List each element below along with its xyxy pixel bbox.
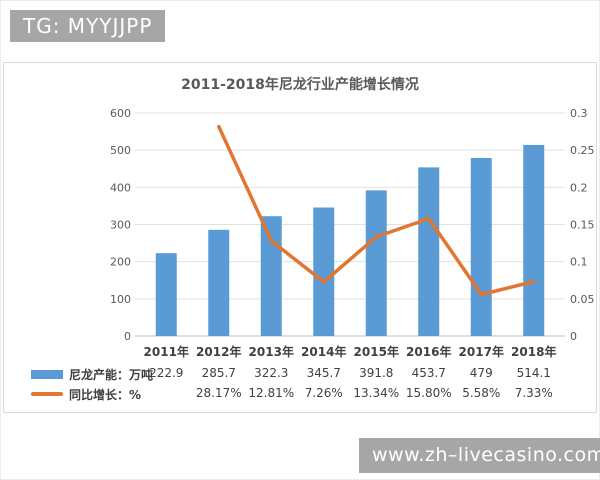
left-axis-tick-label: 300 [110, 219, 131, 232]
right-axis-tick-label: 0.1 [570, 256, 588, 269]
chart-card: 2011-2018年尼龙行业产能增长情况 0 0 100 0.05 200 0.1 300 0… [3, 62, 597, 413]
year-label: 2017年 [459, 344, 504, 359]
capacity-growth-chart: 0 0 100 0.05 200 0.1 300 0.15 400 0.2 500 0.25 600 0.… [110, 107, 595, 400]
watermark-badge-top: TG: MYYJJPP [10, 10, 166, 42]
year-label: 2013年 [249, 344, 294, 359]
bar-2017年 [470, 157, 492, 336]
year-label: 2012年 [196, 344, 241, 359]
growth-value-label: 5.58% [462, 386, 500, 400]
capacity-value-label: 453.7 [412, 366, 446, 380]
legend-label-capacity: 尼龙产能：万吨 [69, 367, 154, 382]
line-series-swatch [31, 392, 63, 396]
bar-2016年 [418, 167, 440, 336]
growth-value-label: 28.17% [196, 386, 242, 400]
bar-2014年 [313, 207, 335, 336]
year-label: 2015年 [354, 344, 399, 359]
growth-value-label: 13.34% [353, 386, 399, 400]
year-label: 2018年 [511, 344, 556, 359]
capacity-value-label: 345.7 [307, 366, 341, 380]
growth-line [217, 124, 536, 297]
capacity-value-label: 285.7 [202, 366, 236, 380]
left-axis-tick-label: 200 [110, 256, 131, 269]
right-axis-tick-label: 0.05 [570, 293, 595, 306]
capacity-value-label: 479 [470, 366, 493, 380]
chart-legend: 尼龙产能：万吨 同比增长：% [31, 364, 153, 404]
capacity-value-label: 391.8 [359, 366, 393, 380]
capacity-value-label: 322.3 [254, 366, 288, 380]
year-label: 2016年 [406, 344, 451, 359]
legend-item-growth: 同比增长：% [31, 384, 153, 404]
bar-2013年 [260, 216, 282, 336]
left-axis-tick-label: 400 [110, 181, 131, 194]
growth-value-label: 15.80% [406, 386, 452, 400]
watermark-badge-bottom: www.zh–livecasino.com [359, 438, 600, 473]
bar-2012年 [208, 229, 230, 336]
left-axis-tick-label: 500 [110, 144, 131, 157]
left-axis-tick-label: 100 [110, 293, 131, 306]
legend-label-growth: 同比增长：% [69, 387, 142, 402]
right-axis-tick-label: 0.3 [570, 107, 588, 120]
capacity-value-label: 222.9 [149, 366, 183, 380]
capacity-value-label: 514.1 [517, 366, 551, 380]
legend-item-capacity: 尼龙产能：万吨 [31, 364, 153, 384]
year-label: 2014年 [301, 344, 346, 359]
right-axis-tick-label: 0.2 [570, 181, 588, 194]
growth-value-label: 7.26% [305, 386, 343, 400]
growth-value-label: 12.81% [248, 386, 294, 400]
right-axis-tick-label: 0 [570, 330, 577, 343]
bar-2015年 [365, 190, 387, 336]
left-axis-tick-label: 0 [124, 330, 131, 343]
bar-series-swatch [31, 369, 63, 379]
left-axis-tick-label: 600 [110, 107, 131, 120]
growth-value-label: 7.33% [515, 386, 553, 400]
chart-title: 2011-2018年尼龙行业产能增长情况 [181, 77, 419, 93]
year-label: 2011年 [144, 344, 189, 359]
right-axis-tick-label: 0.15 [570, 219, 595, 232]
bar-2011年 [155, 253, 177, 336]
bar-2018年 [523, 144, 545, 336]
right-axis-tick-label: 0.25 [570, 144, 595, 157]
